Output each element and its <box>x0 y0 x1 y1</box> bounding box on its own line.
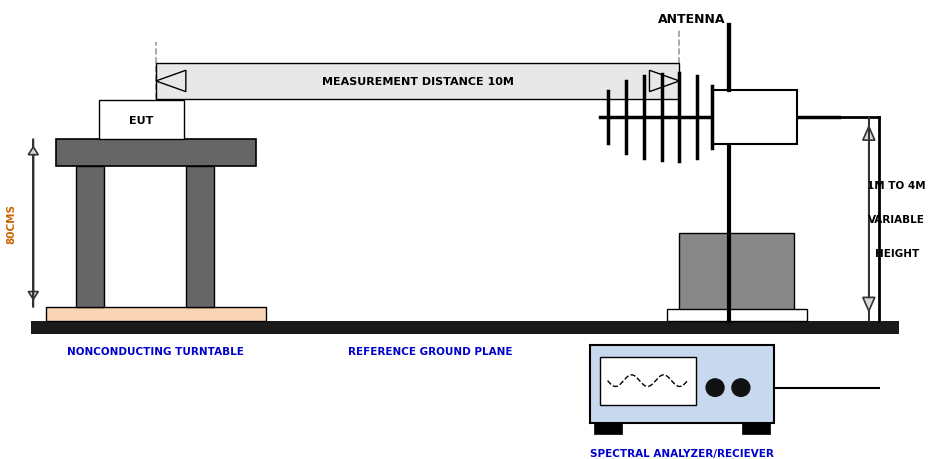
Text: HEIGHT: HEIGHT <box>874 248 919 258</box>
FancyArrow shape <box>28 148 38 308</box>
Bar <box>680 234 794 321</box>
Bar <box>76 167 104 308</box>
Bar <box>186 167 214 308</box>
Bar <box>100 101 184 140</box>
Text: ANTENNA: ANTENNA <box>657 13 725 26</box>
Circle shape <box>706 379 724 397</box>
Bar <box>56 140 255 167</box>
FancyArrow shape <box>28 140 38 300</box>
Bar <box>742 423 770 434</box>
FancyArrow shape <box>863 118 875 311</box>
Bar <box>713 90 797 145</box>
Text: 1M TO 4M: 1M TO 4M <box>868 180 926 190</box>
FancyArrow shape <box>650 71 680 92</box>
Bar <box>46 308 266 321</box>
Text: NONCONDUCTING TURNTABLE: NONCONDUCTING TURNTABLE <box>68 346 244 356</box>
Text: EUT: EUT <box>130 116 154 125</box>
Bar <box>31 321 899 335</box>
Circle shape <box>731 379 750 397</box>
Text: REFERENCE GROUND PLANE: REFERENCE GROUND PLANE <box>347 346 513 356</box>
FancyArrow shape <box>863 127 875 321</box>
Text: VARIABLE: VARIABLE <box>869 214 925 224</box>
Bar <box>590 345 774 423</box>
Text: 80CMS: 80CMS <box>7 204 16 244</box>
Bar <box>668 309 807 321</box>
Bar <box>156 63 680 100</box>
Text: SPECTRAL ANALYZER/RECIEVER: SPECTRAL ANALYZER/RECIEVER <box>590 448 774 458</box>
Bar <box>600 357 696 405</box>
Text: MEASUREMENT DISTANCE 10M: MEASUREMENT DISTANCE 10M <box>322 77 514 87</box>
FancyArrow shape <box>156 71 186 92</box>
Bar <box>593 423 622 434</box>
